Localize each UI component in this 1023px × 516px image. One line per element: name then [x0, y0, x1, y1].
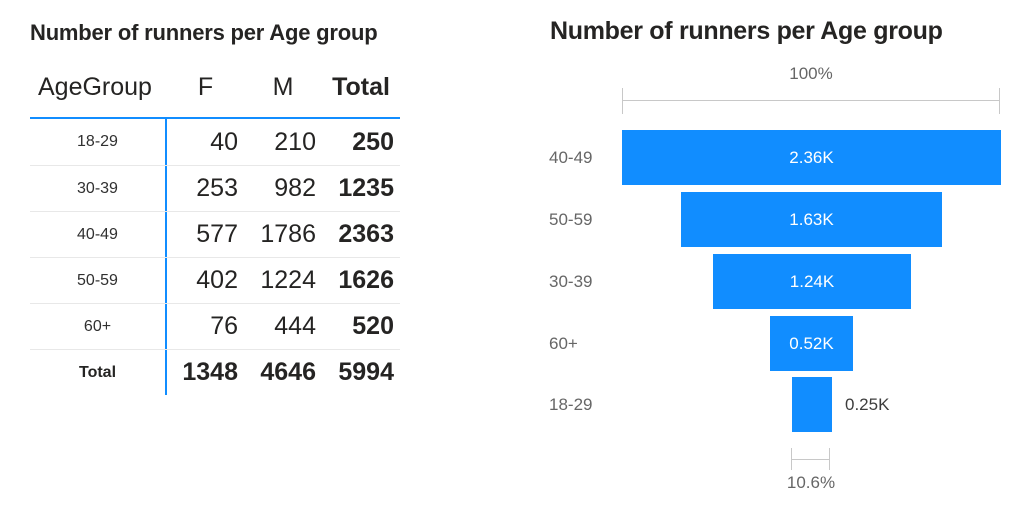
funnel-bar-value-label: 0.52K — [789, 333, 834, 353]
funnel-category-label: 40-49 — [549, 147, 593, 167]
value-cell[interactable]: 76 — [210, 312, 238, 340]
funnel-category-label: 18-29 — [549, 394, 593, 414]
funnel-top-bracket — [622, 88, 1000, 114]
value-cell[interactable]: 520 — [352, 312, 394, 340]
funnel-bar[interactable]: 1.24K — [713, 254, 911, 309]
funnel-bottom-bracket — [791, 448, 830, 470]
value-cell[interactable]: 250 — [352, 127, 394, 156]
table-total-row[interactable]: Total 1348 4646 5994 — [30, 349, 400, 395]
funnel-category-label: 60+ — [549, 333, 578, 353]
value-cell[interactable]: 577 — [196, 220, 238, 248]
row-header-cell[interactable]: Total — [30, 350, 167, 395]
funnel-bar-value-label-outside: 0.25K — [845, 394, 890, 414]
column-header-total[interactable]: Total — [332, 73, 390, 101]
value-cell[interactable]: 1786 — [260, 220, 316, 248]
value-cell[interactable]: 402 — [196, 266, 238, 294]
row-header-cell[interactable]: 40-49 — [30, 212, 167, 257]
funnel-bar[interactable]: 1.63K — [681, 192, 942, 247]
value-cell[interactable]: 210 — [274, 127, 316, 156]
value-cell[interactable]: 982 — [274, 174, 316, 202]
value-cell[interactable]: 1235 — [338, 174, 394, 202]
value-cell[interactable]: 1626 — [338, 266, 394, 294]
row-header-cell[interactable]: 60+ — [30, 304, 167, 349]
value-cell[interactable]: 253 — [196, 174, 238, 202]
bracket-line — [792, 459, 829, 460]
table-row[interactable]: 18-29 40 210 250 — [30, 119, 400, 165]
funnel-category-label: 50-59 — [549, 209, 593, 229]
value-cell[interactable]: 4646 — [260, 358, 316, 386]
column-header-agegroup[interactable]: AgeGroup — [38, 73, 152, 101]
column-header-f[interactable]: F — [197, 73, 214, 101]
value-cell[interactable]: 1224 — [260, 266, 316, 294]
funnel-top-percent-label: 100% — [789, 64, 833, 83]
row-header-cell[interactable]: 18-29 — [30, 119, 167, 165]
value-cell[interactable]: 5994 — [338, 358, 394, 386]
row-header-cell[interactable]: 30-39 — [30, 166, 167, 211]
funnel-bottom-percent-label: 10.6% — [786, 473, 836, 492]
matrix-body: 18-29 40 210 250 30-39 253 982 1235 40-49 577 1786… — [30, 119, 400, 395]
matrix-header-row: AgeGroup F M Total — [30, 58, 400, 119]
value-cell[interactable]: 40 — [210, 127, 238, 156]
value-cell[interactable]: 1348 — [182, 358, 238, 386]
funnel-bar[interactable] — [792, 377, 832, 432]
table-row[interactable]: 40-49 577 1786 2363 — [30, 211, 400, 257]
funnel-bar[interactable]: 2.36K — [622, 130, 1001, 185]
value-cell[interactable]: 2363 — [338, 220, 394, 248]
value-cell[interactable]: 444 — [274, 312, 316, 340]
table-row[interactable]: 60+ 76 444 520 — [30, 303, 400, 349]
matrix-title: Number of runners per Age group — [30, 20, 378, 45]
column-header-m[interactable]: M — [272, 73, 294, 101]
bracket-line — [623, 100, 999, 101]
table-row[interactable]: 50-59 402 1224 1626 — [30, 257, 400, 303]
funnel-category-label: 30-39 — [549, 271, 593, 291]
table-row[interactable]: 30-39 253 982 1235 — [30, 165, 400, 211]
funnel-bar-value-label: 1.24K — [789, 271, 835, 291]
funnel-bar-value-label: 2.36K — [789, 147, 834, 167]
funnel-bar[interactable]: 0.52K — [770, 316, 853, 371]
row-header-cell[interactable]: 50-59 — [30, 258, 167, 303]
funnel-bar-value-label: 1.63K — [789, 209, 834, 229]
funnel-title: Number of runners per Age group — [550, 17, 943, 45]
